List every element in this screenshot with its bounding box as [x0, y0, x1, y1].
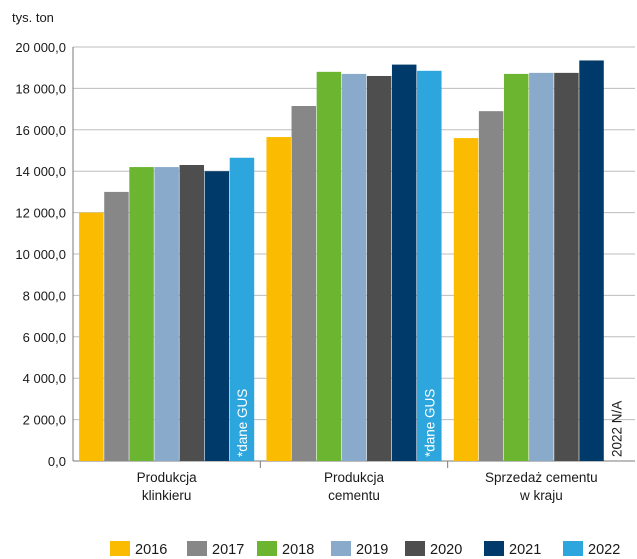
legend-swatch — [563, 541, 583, 556]
bar — [341, 73, 367, 461]
bar — [366, 75, 392, 461]
legend-label: 2018 — [282, 542, 314, 558]
x-category-label: cementu — [328, 488, 380, 503]
y-tick-label: 2 000,0 — [23, 413, 66, 428]
bar — [129, 167, 154, 461]
bar — [291, 105, 317, 462]
y-tick-label: 10 000,0 — [15, 247, 66, 262]
bar — [503, 73, 529, 461]
legend-swatch — [187, 541, 207, 556]
bar — [229, 157, 255, 461]
bar-annotation: *dane GUS — [235, 389, 250, 457]
bar — [266, 137, 291, 462]
bar — [204, 171, 230, 461]
legend-swatch — [405, 541, 425, 556]
y-tick-label: 12 000,0 — [15, 206, 66, 221]
bar — [554, 72, 579, 461]
legend-label: 2021 — [509, 542, 541, 558]
bar — [104, 191, 129, 461]
bar — [417, 70, 442, 462]
legend-label: 2022 — [588, 542, 620, 558]
bar — [391, 64, 417, 461]
bar — [154, 167, 179, 461]
y-tick-label: 16 000,0 — [15, 123, 66, 138]
legend-label: 2019 — [356, 542, 388, 558]
legend-label: 2020 — [430, 542, 462, 558]
y-tick-label: 8 000,0 — [23, 288, 66, 303]
bar — [179, 164, 205, 462]
x-category-label: Sprzedaż cementu — [485, 470, 598, 485]
y-tick-label: 0,0 — [48, 454, 66, 469]
legend-label: 2017 — [212, 542, 244, 558]
bar — [316, 71, 342, 461]
y-tick-label: 6 000,0 — [23, 330, 66, 345]
y-tick-label: 4 000,0 — [23, 371, 66, 386]
legend-swatch — [257, 541, 277, 556]
x-category-label: w kraju — [519, 488, 563, 503]
bar-annotation: 2022 N/A — [610, 401, 625, 457]
bar-annotation: *dane GUS — [422, 389, 437, 457]
x-category-label: Produkcja — [137, 470, 198, 485]
x-category-label: Produkcja — [324, 470, 385, 485]
bar — [453, 138, 479, 461]
legend-swatch — [331, 541, 351, 556]
legend-swatch — [484, 541, 504, 556]
y-tick-label: 14 000,0 — [15, 164, 66, 179]
y-tick-label: 20 000,0 — [15, 40, 66, 55]
bar — [478, 111, 504, 462]
y-axis-unit-label: tys. ton — [12, 10, 54, 25]
bar — [529, 72, 554, 461]
y-tick-label: 18 000,0 — [15, 81, 66, 96]
bar — [79, 212, 104, 461]
legend-swatch — [110, 541, 130, 556]
x-category-label: klinkieru — [142, 488, 192, 503]
bar — [579, 60, 604, 462]
legend-label: 2016 — [135, 542, 167, 558]
